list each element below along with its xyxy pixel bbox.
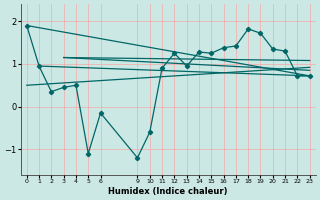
X-axis label: Humidex (Indice chaleur): Humidex (Indice chaleur) (108, 187, 228, 196)
